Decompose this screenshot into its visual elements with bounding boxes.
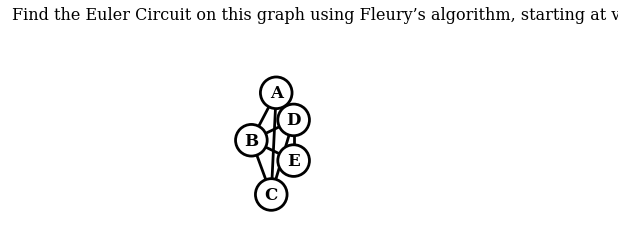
Text: D: D <box>286 112 301 129</box>
Text: B: B <box>244 132 258 149</box>
Circle shape <box>235 125 267 156</box>
Circle shape <box>278 105 310 136</box>
Circle shape <box>260 78 292 109</box>
Text: C: C <box>265 186 278 203</box>
Text: E: E <box>287 152 300 169</box>
Text: Find the Euler Circuit on this graph using Fleury’s algorithm, starting at verte: Find the Euler Circuit on this graph usi… <box>12 7 618 24</box>
Circle shape <box>255 179 287 210</box>
Text: A: A <box>269 85 282 102</box>
Circle shape <box>278 145 310 177</box>
